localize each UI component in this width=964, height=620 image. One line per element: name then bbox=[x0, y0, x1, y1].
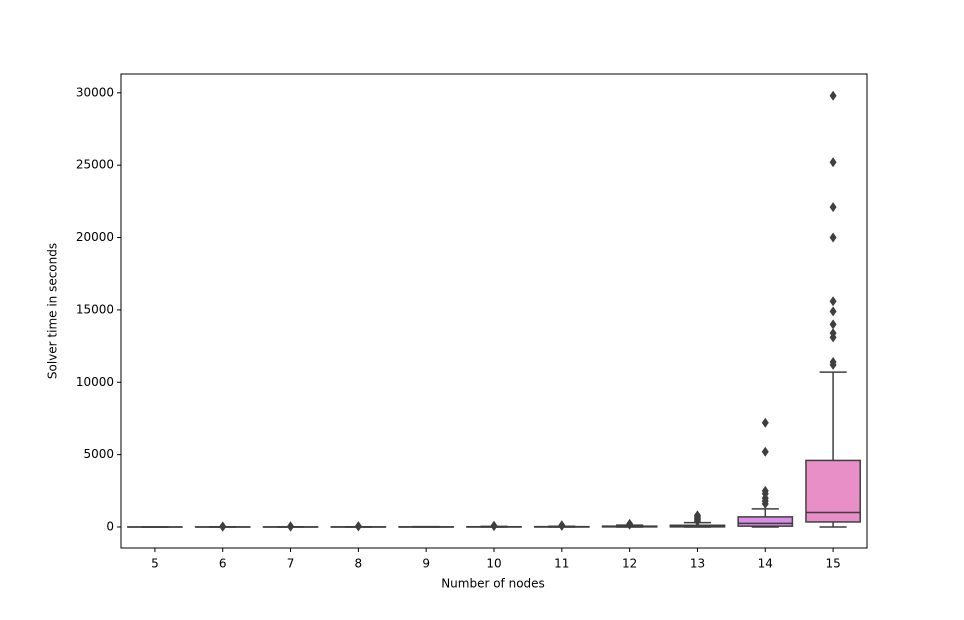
outlier bbox=[830, 296, 837, 306]
y-tick-label: 10000 bbox=[76, 375, 114, 389]
x-tick-label: 9 bbox=[422, 557, 430, 571]
outlier bbox=[287, 521, 294, 531]
box bbox=[738, 517, 792, 526]
y-tick-label: 0 bbox=[106, 520, 114, 534]
outlier bbox=[558, 520, 565, 530]
y-axis-label: Solver time in seconds bbox=[46, 243, 60, 379]
x-tick-label: 15 bbox=[825, 557, 840, 571]
y-tick-label: 25000 bbox=[76, 158, 114, 172]
x-tick-label: 14 bbox=[758, 557, 773, 571]
x-tick-label: 7 bbox=[287, 557, 295, 571]
x-tick-label: 12 bbox=[622, 557, 637, 571]
y-tick-label: 15000 bbox=[76, 302, 114, 316]
x-tick-label: 8 bbox=[355, 557, 363, 571]
outlier bbox=[830, 306, 837, 316]
outlier bbox=[830, 319, 837, 329]
outlier bbox=[762, 447, 769, 457]
plot-frame bbox=[121, 74, 867, 548]
outlier bbox=[830, 91, 837, 101]
x-tick-label: 5 bbox=[151, 557, 159, 571]
x-tick-label: 13 bbox=[690, 557, 705, 571]
outlier bbox=[830, 202, 837, 212]
x-tick-label: 11 bbox=[554, 557, 569, 571]
outlier bbox=[355, 521, 362, 531]
outlier bbox=[830, 157, 837, 167]
y-tick-label: 5000 bbox=[83, 447, 114, 461]
y-tick-label: 30000 bbox=[76, 85, 114, 99]
y-tick-label: 20000 bbox=[76, 230, 114, 244]
outlier bbox=[830, 233, 837, 243]
x-axis-label: Number of nodes bbox=[441, 577, 545, 591]
x-tick-label: 6 bbox=[219, 557, 227, 571]
outlier bbox=[491, 521, 498, 531]
outlier bbox=[219, 521, 226, 531]
x-tick-label: 10 bbox=[486, 557, 501, 571]
outlier bbox=[762, 418, 769, 428]
